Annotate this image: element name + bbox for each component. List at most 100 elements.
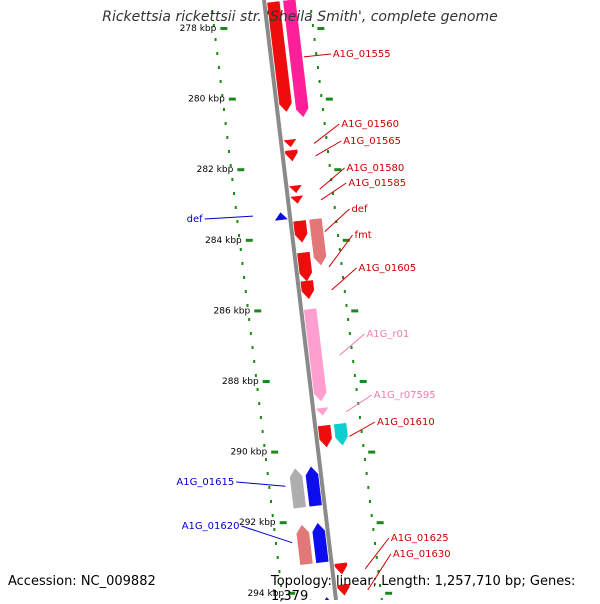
ruler-label: 292 kbp	[239, 518, 276, 528]
tick-dot	[226, 136, 229, 139]
tick-dot	[362, 444, 365, 447]
tick-dot	[281, 598, 284, 600]
feature-arrow	[290, 195, 304, 204]
feature-arrow	[293, 220, 308, 243]
feature-arrow	[274, 212, 288, 221]
tick-dot	[236, 220, 239, 223]
ruler-tick	[359, 380, 367, 383]
tick-dot	[318, 80, 321, 83]
ruler-tick	[288, 591, 296, 595]
tick-dot	[212, 24, 215, 27]
feature-arrow	[284, 149, 298, 162]
tick-dot	[280, 584, 283, 587]
feature-label: def	[351, 204, 368, 215]
ruler-tick	[279, 521, 287, 525]
feature-arrow	[334, 562, 348, 575]
feature-label: A1G_01560	[341, 119, 399, 130]
feature-label: A1G_01610	[377, 417, 435, 428]
tick-dot	[379, 584, 382, 587]
tick-dot	[261, 430, 264, 433]
ruler-tick	[351, 309, 359, 313]
tick-dot	[224, 122, 227, 125]
tick-dot	[238, 234, 241, 237]
feature-arrow	[300, 280, 315, 300]
feature-track	[267, 0, 350, 600]
tick-dot	[271, 514, 274, 517]
tick-dot	[332, 192, 335, 195]
tick-dot	[313, 38, 316, 41]
tick-dot	[327, 150, 329, 153]
tick-dot	[268, 486, 271, 489]
tick-dots	[211, 10, 383, 600]
label-leader	[364, 537, 390, 570]
tick-dot	[256, 388, 259, 391]
ruler-tick	[376, 521, 384, 525]
feature-arrow	[305, 466, 322, 507]
ruler: 278 kbp 280 kbp 282 kbp 284 kbp 286 kbp 288 k…	[180, 24, 393, 599]
feature-label: A1G_01605	[359, 263, 417, 274]
feature-label: A1G_01625	[391, 533, 449, 544]
tick-dot	[343, 290, 346, 293]
tick-dot	[266, 472, 269, 475]
label-leader	[367, 553, 392, 591]
tick-dot	[254, 374, 257, 377]
accession-text: Accession: NC_009882	[8, 574, 156, 589]
feature-label: A1G_01585	[348, 178, 406, 189]
tick-dot	[278, 570, 281, 573]
tick-dot	[246, 304, 249, 307]
tick-dot	[249, 332, 252, 335]
feature-arrow	[289, 468, 306, 509]
tick-dot	[323, 122, 326, 125]
tick-dot	[370, 514, 373, 517]
feature-label: A1G_01620	[182, 521, 240, 532]
feature-arrow	[283, 0, 309, 118]
ruler-tick	[262, 380, 270, 383]
tick-dot	[234, 206, 237, 209]
ruler-tick	[228, 97, 236, 101]
ruler-tick	[237, 168, 245, 172]
feature-label: A1G_r07595	[374, 390, 436, 401]
tick-dot	[315, 52, 318, 55]
tick-dot	[355, 388, 358, 391]
label-leader	[349, 421, 376, 437]
feature-arrow	[267, 1, 292, 113]
tick-dot	[229, 164, 232, 167]
tick-dot	[258, 402, 261, 405]
tick-dot	[253, 360, 256, 363]
feature-arrow	[288, 184, 302, 194]
tick-dot	[342, 276, 345, 279]
tick-dot	[363, 458, 366, 461]
tick-dot	[340, 262, 343, 265]
label-leader	[320, 182, 347, 201]
tick-dot	[263, 444, 266, 447]
tick-dot	[264, 458, 267, 461]
tick-dot	[222, 108, 225, 111]
label-leader	[313, 123, 340, 144]
feature-arrow	[309, 218, 327, 266]
tick-dot	[217, 66, 220, 69]
tick-dot	[325, 136, 328, 139]
feature-arrow	[296, 524, 313, 565]
label-leader	[328, 234, 353, 268]
ruler-tick	[342, 238, 350, 242]
feature-arrow	[317, 424, 332, 448]
ruler-tick	[385, 591, 393, 595]
label-leader	[324, 208, 350, 233]
ruler-tick	[220, 27, 228, 30]
feature-label: A1G_01580	[347, 163, 405, 174]
tick-dot	[367, 486, 370, 489]
feature-arrow	[312, 522, 329, 564]
tick-dot	[333, 206, 336, 209]
label-leader	[204, 215, 254, 220]
ruler-label: 294 kbp	[247, 589, 284, 599]
tick-dot	[211, 10, 214, 13]
feature-labels: A1G_01555 A1G_01560 A1G_01565 A1G_01580 A1G_…	[176, 49, 451, 591]
tick-dot	[316, 66, 319, 69]
tick-dot	[377, 570, 380, 573]
tick-dot	[320, 94, 323, 97]
feature-label: fmt	[355, 230, 372, 241]
tick-dot	[311, 24, 314, 27]
ruler-label: 282 kbp	[197, 165, 234, 175]
feature-label: A1G_01555	[333, 49, 391, 60]
tick-dot	[231, 178, 234, 181]
